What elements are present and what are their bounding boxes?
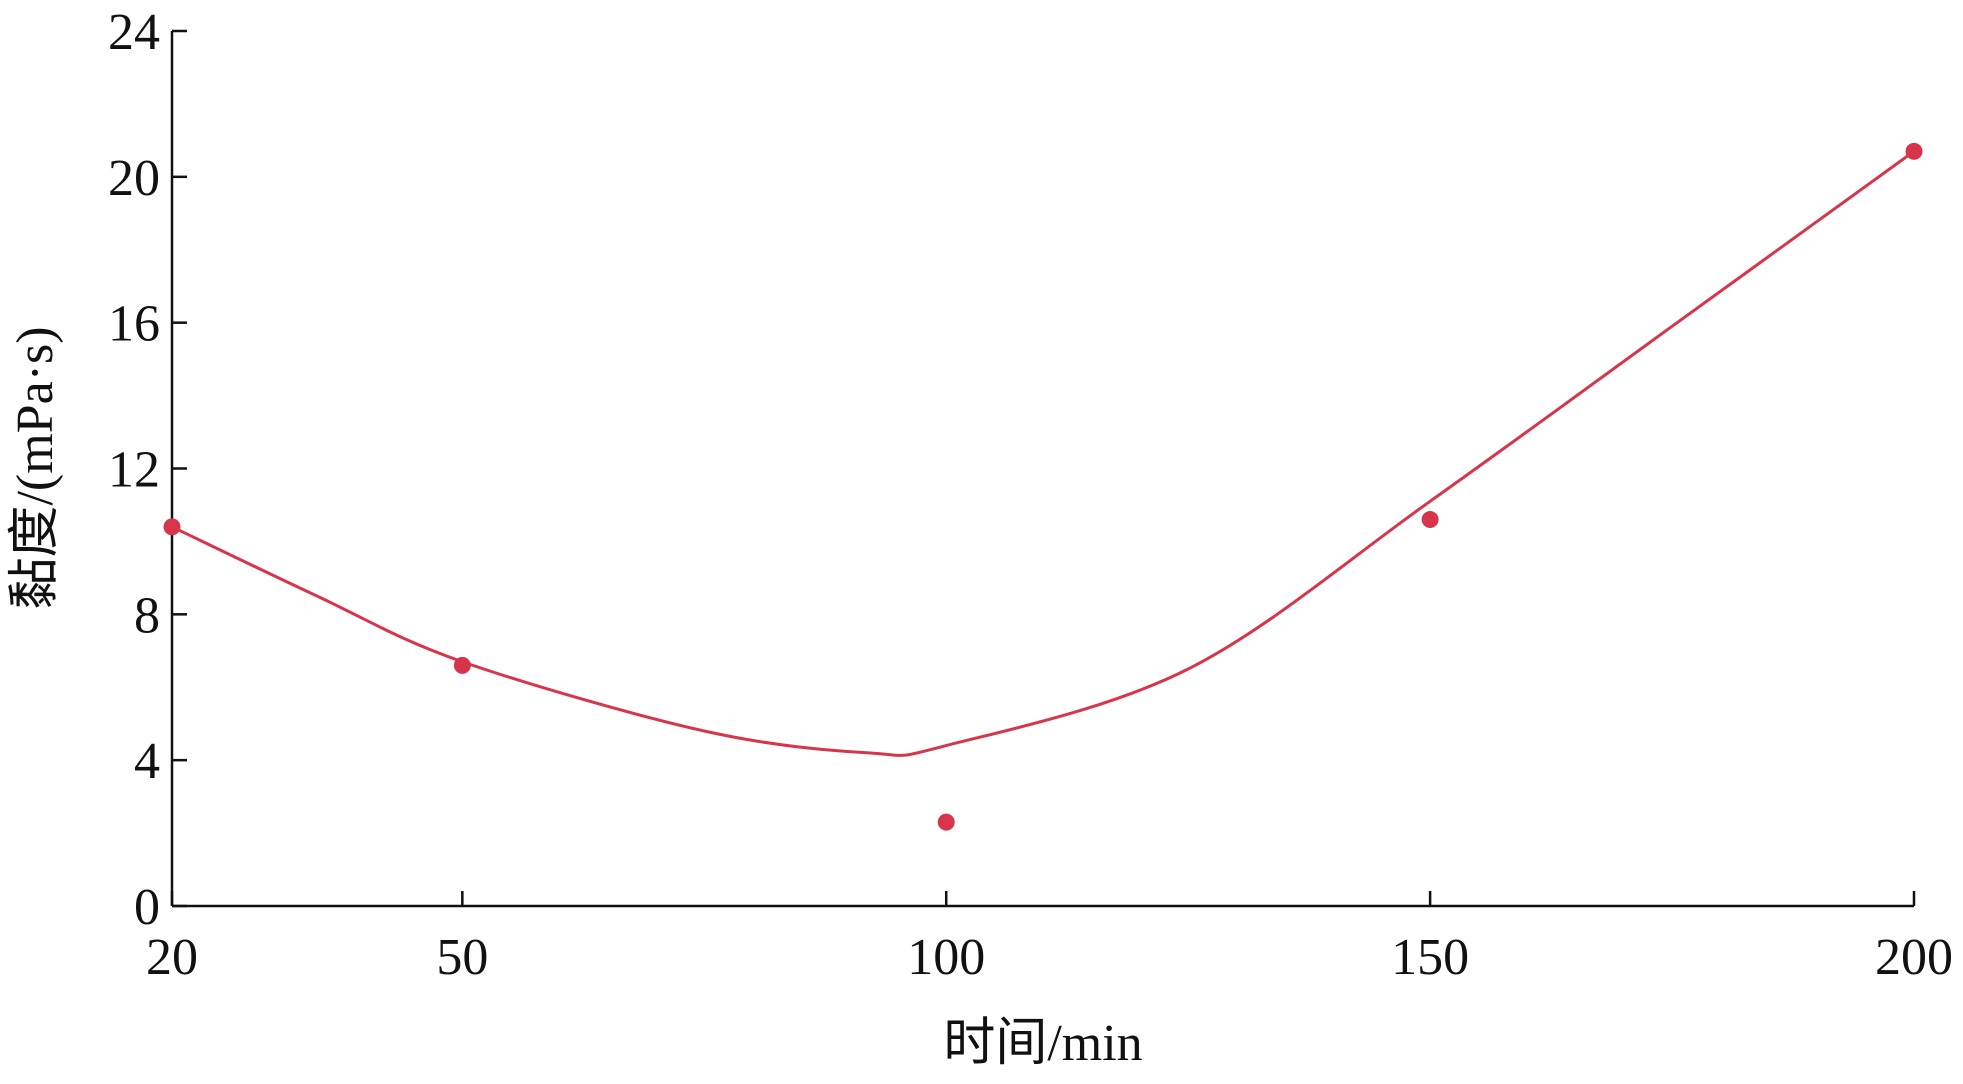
x-axis-label: 时间/min <box>943 1015 1142 1072</box>
y-axis-label: 黏度/(mPa·s) <box>7 326 64 609</box>
y-tick-label: 8 <box>134 587 160 644</box>
y-tick-label: 24 <box>108 4 160 61</box>
y-tick-label: 20 <box>108 150 160 207</box>
data-point <box>1421 511 1439 529</box>
y-tick-label: 4 <box>134 733 160 790</box>
x-tick-label: 150 <box>1391 929 1469 986</box>
data-point <box>937 813 955 831</box>
x-tick-label: 20 <box>146 929 198 986</box>
fit-curve <box>171 150 1915 757</box>
y-tick-label: 0 <box>134 879 160 936</box>
x-tick-label: 50 <box>436 929 488 986</box>
x-tick-label: 100 <box>907 929 985 986</box>
y-tick-label: 12 <box>108 442 160 499</box>
x-tick-label: 200 <box>1875 929 1953 986</box>
y-tick-label: 16 <box>108 296 160 353</box>
